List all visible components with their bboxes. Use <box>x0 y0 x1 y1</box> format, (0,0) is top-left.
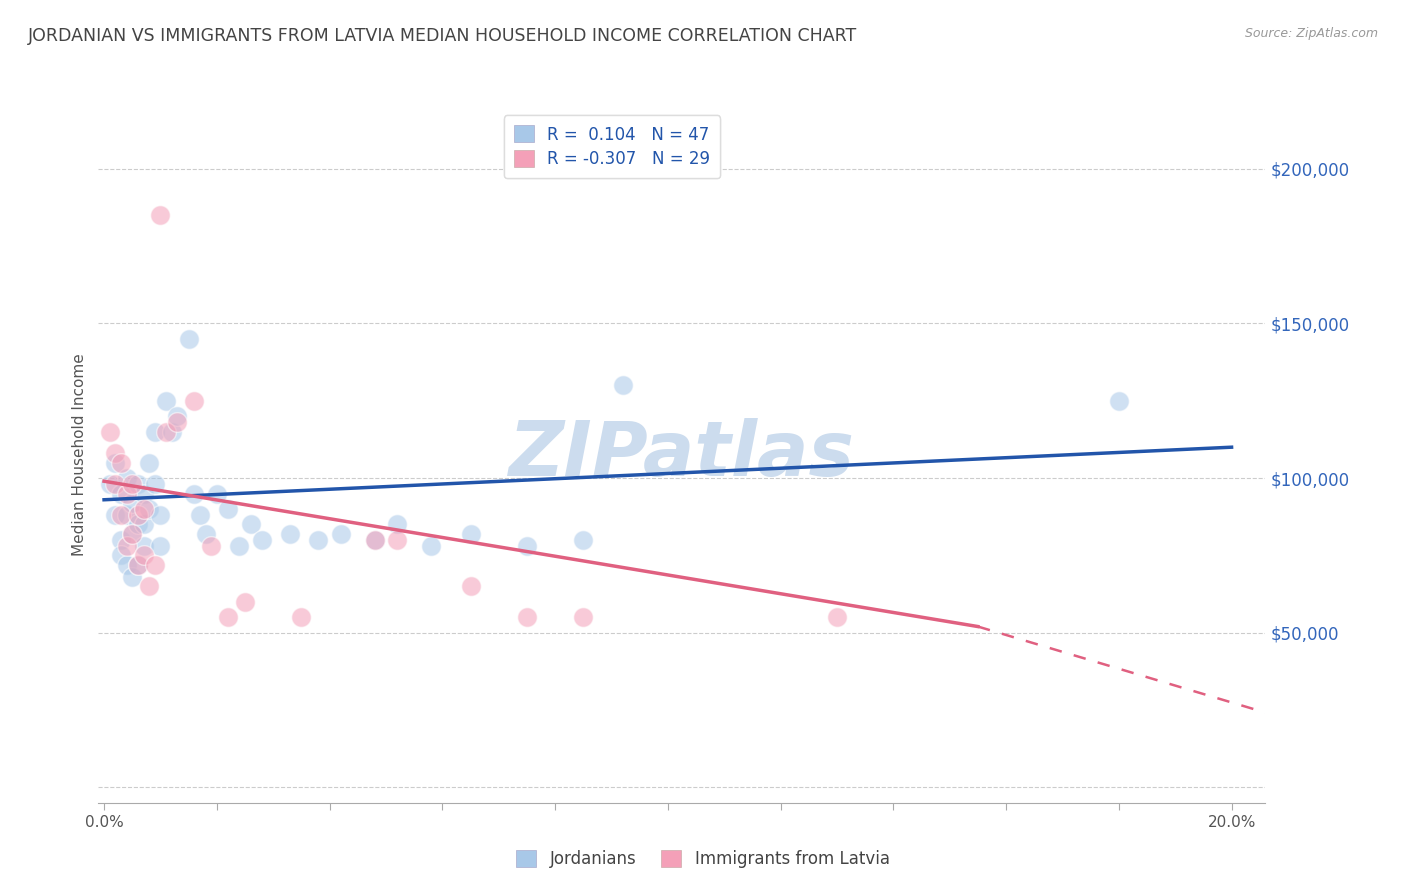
Point <box>177 332 200 346</box>
Legend: Jordanians, Immigrants from Latvia: Jordanians, Immigrants from Latvia <box>509 843 897 875</box>
Point <box>104 456 127 470</box>
Point <box>98 425 121 439</box>
Point <box>516 539 538 553</box>
Point <box>132 502 155 516</box>
Point <box>132 549 155 563</box>
Point <box>115 558 138 572</box>
Point <box>104 446 127 460</box>
Point <box>98 477 121 491</box>
Point <box>205 486 228 500</box>
Point <box>121 477 143 491</box>
Point <box>115 539 138 553</box>
Point <box>127 558 149 572</box>
Point <box>233 595 256 609</box>
Legend: R =  0.104   N = 47, R = -0.307   N = 29: R = 0.104 N = 47, R = -0.307 N = 29 <box>503 115 720 178</box>
Point <box>143 558 166 572</box>
Point <box>110 456 132 470</box>
Point <box>110 508 132 523</box>
Point <box>110 486 132 500</box>
Point <box>387 517 409 532</box>
Point <box>166 409 188 424</box>
Point <box>127 558 149 572</box>
Point <box>138 456 160 470</box>
Point <box>121 570 143 584</box>
Point <box>155 393 177 408</box>
Point <box>387 533 409 547</box>
Point <box>138 502 160 516</box>
Point <box>155 425 177 439</box>
Point <box>420 539 443 553</box>
Point <box>217 610 239 624</box>
Point <box>138 579 160 593</box>
Point <box>183 393 205 408</box>
Point <box>115 471 138 485</box>
Point <box>460 579 482 593</box>
Point <box>200 539 222 553</box>
Point <box>104 477 127 491</box>
Point <box>104 508 127 523</box>
Point <box>612 378 634 392</box>
Point <box>110 549 132 563</box>
Point <box>127 517 149 532</box>
Point <box>307 533 329 547</box>
Point <box>460 526 482 541</box>
Point <box>278 526 301 541</box>
Point <box>166 416 188 430</box>
Point <box>572 610 595 624</box>
Point <box>143 425 166 439</box>
Point <box>160 425 183 439</box>
Point <box>121 526 143 541</box>
Point <box>188 508 211 523</box>
Point <box>115 508 138 523</box>
Point <box>194 526 217 541</box>
Point <box>290 610 312 624</box>
Point <box>127 508 149 523</box>
Point <box>149 539 172 553</box>
Point <box>115 486 138 500</box>
Point <box>239 517 262 532</box>
Point <box>121 496 143 510</box>
Point <box>132 486 155 500</box>
Y-axis label: Median Household Income: Median Household Income <box>72 353 87 557</box>
Point <box>329 526 352 541</box>
Point <box>572 533 595 547</box>
Point <box>1108 393 1130 408</box>
Text: Source: ZipAtlas.com: Source: ZipAtlas.com <box>1244 27 1378 40</box>
Point <box>127 477 149 491</box>
Point <box>149 208 172 222</box>
Text: ZIPatlas: ZIPatlas <box>509 418 855 491</box>
Point <box>250 533 273 547</box>
Point <box>149 508 172 523</box>
Point <box>110 533 132 547</box>
Point <box>121 526 143 541</box>
Point <box>228 539 250 553</box>
Point <box>217 502 239 516</box>
Point <box>825 610 848 624</box>
Point <box>183 486 205 500</box>
Point <box>516 610 538 624</box>
Point <box>132 517 155 532</box>
Point <box>363 533 385 547</box>
Point <box>143 477 166 491</box>
Text: JORDANIAN VS IMMIGRANTS FROM LATVIA MEDIAN HOUSEHOLD INCOME CORRELATION CHART: JORDANIAN VS IMMIGRANTS FROM LATVIA MEDI… <box>28 27 858 45</box>
Point <box>132 539 155 553</box>
Point <box>363 533 385 547</box>
